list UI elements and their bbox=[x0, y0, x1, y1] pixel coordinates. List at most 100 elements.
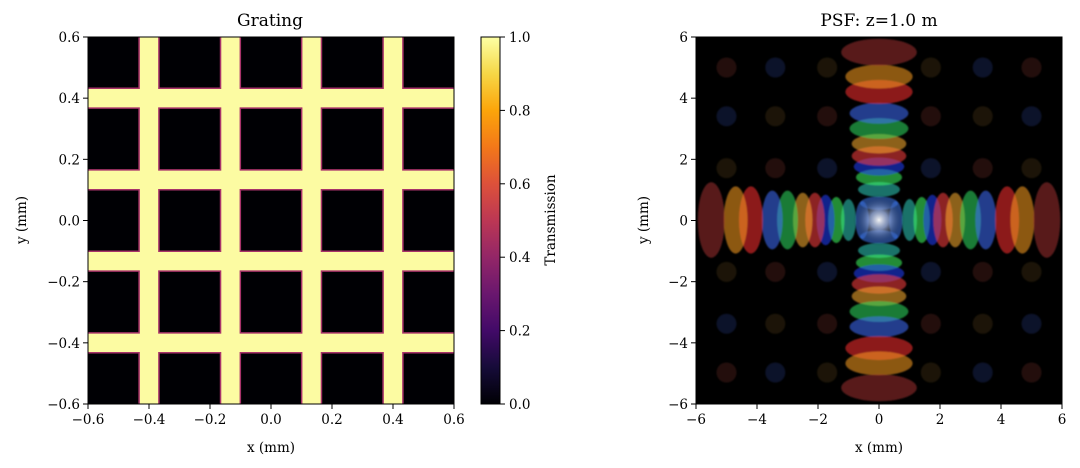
grating-horizontal-bar bbox=[88, 170, 454, 189]
ytick-label: −4 bbox=[668, 336, 688, 352]
psf-side-lobe bbox=[920, 57, 941, 78]
xtick-label: −0.2 bbox=[194, 412, 227, 428]
psf-lobe bbox=[849, 118, 909, 139]
psf-lobe bbox=[793, 192, 813, 248]
psf-side-lobe bbox=[1021, 362, 1042, 383]
psf-side-lobe bbox=[765, 57, 786, 78]
xtick-label: 0.2 bbox=[321, 412, 342, 428]
psf-lobe bbox=[777, 190, 798, 250]
grating-xlabel: x (mm) bbox=[247, 440, 295, 456]
psf-side-lobe bbox=[765, 313, 786, 334]
psf-side-lobe bbox=[817, 158, 838, 179]
psf-side-lobe bbox=[972, 106, 993, 127]
psf-lobe bbox=[849, 316, 909, 338]
psf-side-lobe bbox=[716, 261, 737, 282]
psf-lobe bbox=[960, 190, 981, 250]
psf-lobe bbox=[945, 192, 965, 248]
psf-side-lobe bbox=[765, 362, 786, 383]
xtick-label: 0 bbox=[875, 412, 884, 428]
xtick-label: 0.6 bbox=[443, 412, 464, 428]
grating-vertical-bar bbox=[139, 37, 159, 404]
colorbar-tick-label: 0.8 bbox=[509, 103, 530, 119]
ytick-label: −0.6 bbox=[47, 397, 80, 413]
psf-side-lobe bbox=[716, 57, 737, 78]
psf-side-lobe bbox=[817, 57, 838, 78]
psf-side-lobe bbox=[716, 106, 737, 127]
psf-image bbox=[696, 37, 1062, 404]
xtick-label: −2 bbox=[808, 412, 828, 428]
colorbar-tick-label: 0.4 bbox=[509, 250, 530, 266]
psf-lobe bbox=[841, 374, 917, 402]
psf-panel: PSF: z=1.0 m −6 −4 −2 0 2 4 6 −6 −4 −2 0 2 4 6 x (mm… bbox=[636, 11, 1066, 456]
ytick-label: 0.2 bbox=[59, 152, 80, 168]
colorbar-tick-label: 0.6 bbox=[509, 177, 530, 193]
psf-lobe bbox=[902, 199, 917, 241]
psf-side-lobe bbox=[972, 57, 993, 78]
psf-lobe bbox=[849, 102, 909, 124]
psf-lobe bbox=[845, 351, 913, 376]
psf-side-lobe bbox=[817, 106, 838, 127]
psf-side-lobe bbox=[765, 261, 786, 282]
psf-ylabel: y (mm) bbox=[636, 196, 652, 245]
grating-horizontal-bar bbox=[88, 333, 454, 353]
psf-side-lobe bbox=[920, 362, 941, 383]
psf-side-lobe bbox=[920, 313, 941, 334]
ytick-label: −2 bbox=[668, 275, 688, 291]
grating-horizontal-bar bbox=[88, 252, 454, 271]
ytick-label: −0.2 bbox=[47, 275, 80, 291]
grating-horizontal-bar bbox=[88, 88, 454, 108]
colorbar-tick-label: 0.2 bbox=[509, 324, 530, 340]
psf-lobe bbox=[761, 190, 783, 250]
colorbar-frame bbox=[480, 36, 501, 405]
ytick-label: 0.4 bbox=[59, 91, 80, 107]
psf-side-lobe bbox=[972, 362, 993, 383]
psf-lobe bbox=[1033, 182, 1061, 258]
psf-side-lobe bbox=[1021, 57, 1042, 78]
psf-side-lobe bbox=[1021, 313, 1042, 334]
psf-lobe bbox=[723, 186, 748, 254]
grating-panel: Grating −0.6 −0.4 −0.2 0.0 0.2 0.4 0.6 −0.6 −0.… bbox=[14, 11, 465, 456]
grating-vertical-bar bbox=[383, 37, 403, 404]
xtick-label: 2 bbox=[936, 412, 945, 428]
psf-lobe bbox=[845, 64, 913, 89]
ytick-label: −6 bbox=[668, 397, 688, 413]
psf-side-lobe bbox=[972, 158, 993, 179]
psf-lobe bbox=[851, 134, 907, 154]
psf-lobe bbox=[858, 243, 900, 258]
ytick-label: 2 bbox=[679, 152, 688, 168]
xtick-label: −0.6 bbox=[72, 412, 105, 428]
xtick-label: −6 bbox=[686, 412, 706, 428]
grating-title: Grating bbox=[237, 11, 303, 31]
psf-lobe bbox=[841, 199, 856, 241]
psf-lobe bbox=[975, 190, 997, 250]
colorbar-label: Transmission bbox=[543, 174, 559, 266]
psf-lobe bbox=[849, 301, 909, 322]
ytick-label: 0.6 bbox=[59, 30, 80, 46]
psf-side-lobe bbox=[817, 261, 838, 282]
psf-side-lobe bbox=[920, 261, 941, 282]
grating-ylabel: y (mm) bbox=[14, 196, 30, 245]
xtick-label: −0.4 bbox=[133, 412, 166, 428]
psf-xlabel: x (mm) bbox=[855, 440, 903, 456]
xtick-label: 6 bbox=[1058, 412, 1067, 428]
xtick-label: 4 bbox=[997, 412, 1006, 428]
psf-side-lobe bbox=[972, 261, 993, 282]
colorbar-tick-label: 1.0 bbox=[509, 30, 530, 46]
psf-side-lobe bbox=[1021, 158, 1042, 179]
psf-side-lobe bbox=[1021, 261, 1042, 282]
colorbar: 0.0 0.2 0.4 0.6 0.8 1.0 Transmission bbox=[480, 30, 559, 413]
psf-side-lobe bbox=[920, 106, 941, 127]
psf-side-lobe bbox=[817, 313, 838, 334]
psf-side-lobe bbox=[765, 158, 786, 179]
psf-lobe bbox=[1010, 186, 1035, 254]
psf-side-lobe bbox=[817, 362, 838, 383]
colorbar-gradient bbox=[481, 37, 500, 404]
xtick-label: 0.0 bbox=[260, 412, 281, 428]
xtick-label: 0.4 bbox=[382, 412, 403, 428]
psf-side-lobe bbox=[716, 158, 737, 179]
ytick-label: 0 bbox=[679, 214, 688, 230]
grating-image bbox=[88, 37, 454, 404]
psf-side-lobe bbox=[1021, 106, 1042, 127]
psf-side-lobe bbox=[920, 158, 941, 179]
